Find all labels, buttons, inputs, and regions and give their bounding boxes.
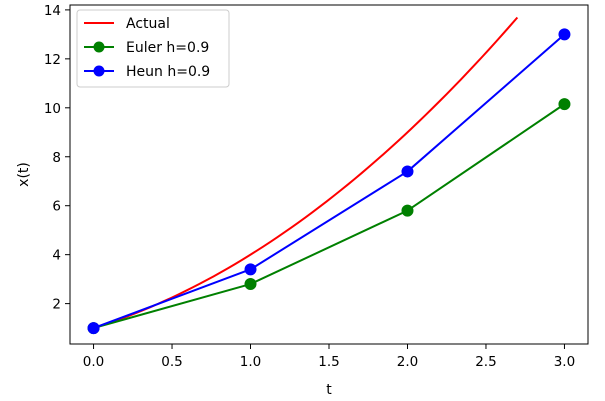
legend-marker-heun-h-0-9	[93, 65, 105, 77]
x-tick-label: 3.0	[554, 354, 575, 370]
y-tick-label: 6	[52, 199, 61, 215]
x-tick-label: 2.5	[475, 354, 496, 370]
x-tick-label: 0.5	[161, 354, 182, 370]
x-tick-label: 1.0	[240, 354, 261, 370]
y-axis-label: x(t)	[16, 162, 32, 187]
y-tick-label: 4	[52, 248, 61, 264]
x-axis-label: t	[326, 382, 332, 398]
data-point-euler-h-0-9	[558, 98, 571, 111]
legend-label-euler-h-0-9: Euler h=0.9	[126, 40, 209, 56]
x-tick-label: 2.0	[397, 354, 418, 370]
series-line-euler-h-0-9	[93, 103, 566, 330]
data-point-heun-h-0-9	[401, 165, 414, 178]
series-line-heun-h-0-9	[93, 33, 566, 330]
y-tick-label: 8	[52, 150, 61, 166]
legend-label-heun-h-0-9: Heun h=0.9	[126, 64, 210, 80]
data-point-heun-h-0-9	[244, 263, 257, 276]
x-ticks: 0.0 0.5 1.0 1.5 2.0 2.5 3.0	[83, 344, 575, 370]
legend-marker-euler-h-0-9	[93, 41, 105, 53]
legend-label-actual: Actual	[126, 16, 170, 32]
legend-box	[76, 9, 230, 88]
data-point-euler-h-0-9	[244, 278, 257, 291]
y-tick-label: 2	[52, 297, 61, 313]
y-tick-label: 12	[44, 52, 61, 68]
data-point-heun-h-0-9	[558, 28, 571, 41]
data-point-heun-h-0-9	[87, 322, 100, 335]
legend: Actual Euler h=0.9 Heun h=0.9	[76, 9, 230, 88]
data-point-euler-h-0-9	[401, 204, 414, 217]
series-layer	[87, 16, 571, 335]
x-tick-label: 1.5	[318, 354, 339, 370]
y-tick-label: 14	[44, 3, 61, 19]
x-tick-label: 0.0	[83, 354, 104, 370]
y-tick-label: 10	[44, 101, 61, 117]
y-ticks: 2 4 6 8 10 12 14	[44, 3, 70, 313]
